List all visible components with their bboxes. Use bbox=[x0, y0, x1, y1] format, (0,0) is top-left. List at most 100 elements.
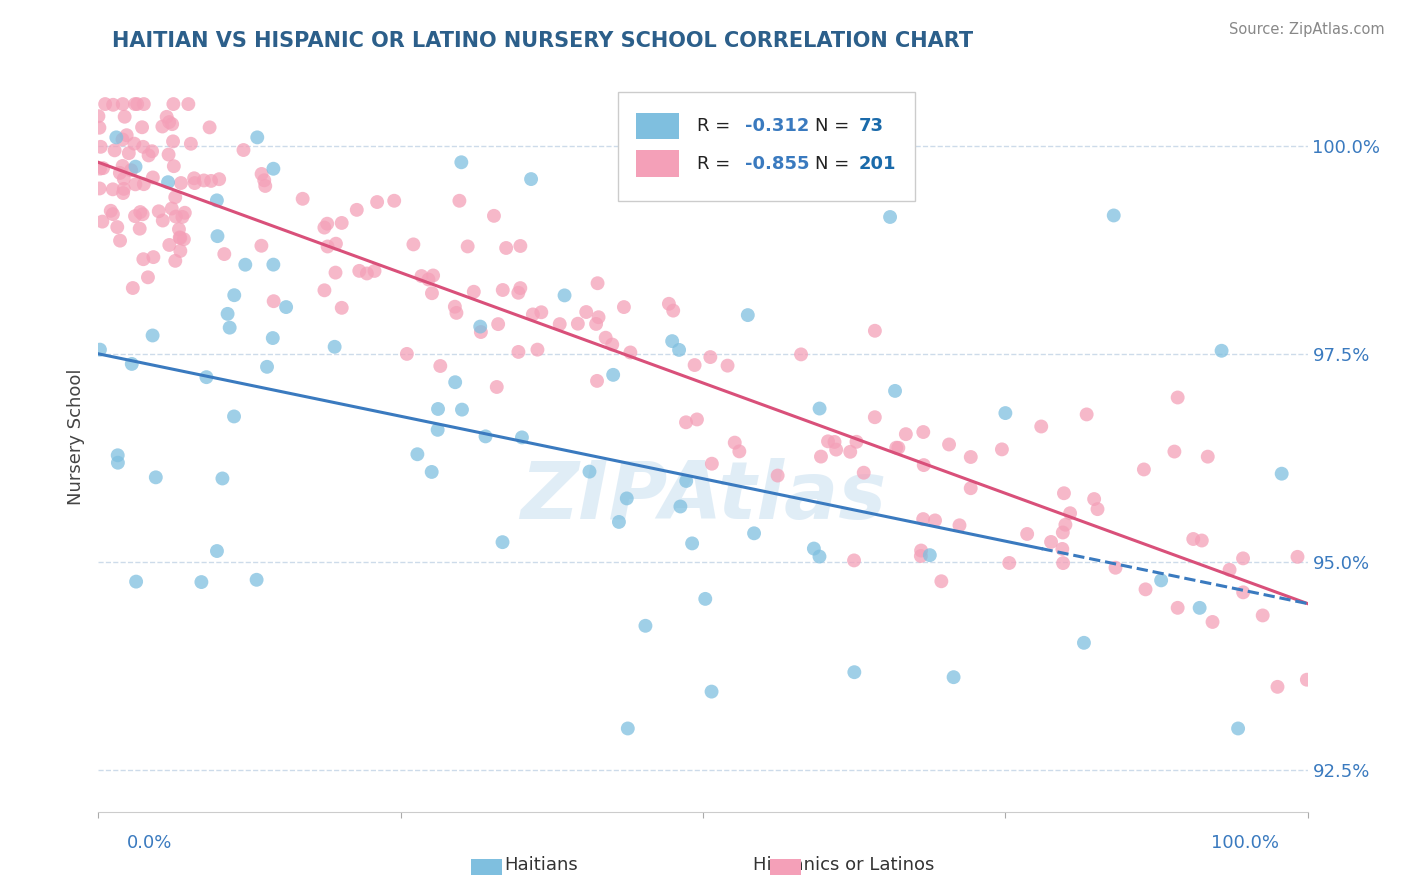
Point bbox=[737, 308, 759, 322]
Point bbox=[157, 115, 180, 129]
Point bbox=[87, 109, 110, 123]
Point bbox=[1219, 563, 1241, 577]
Point bbox=[1133, 462, 1156, 476]
Point bbox=[716, 359, 738, 373]
Point bbox=[100, 203, 122, 218]
Point bbox=[214, 247, 236, 261]
Point bbox=[863, 324, 886, 338]
Point bbox=[165, 253, 187, 268]
Point bbox=[131, 120, 153, 135]
Text: Hispanics or Latinos: Hispanics or Latinos bbox=[752, 856, 935, 874]
Point bbox=[1211, 343, 1233, 358]
Point bbox=[808, 549, 831, 564]
Point bbox=[125, 574, 148, 589]
Point bbox=[825, 442, 848, 457]
Point bbox=[1052, 556, 1074, 570]
Point bbox=[107, 456, 129, 470]
Point bbox=[602, 368, 624, 382]
Point bbox=[839, 445, 862, 459]
Point bbox=[224, 288, 246, 302]
Point bbox=[931, 574, 953, 589]
Point bbox=[411, 268, 433, 283]
Point bbox=[508, 285, 530, 300]
Point bbox=[262, 161, 284, 176]
Point bbox=[316, 217, 339, 231]
Point bbox=[808, 401, 831, 416]
Point bbox=[169, 230, 191, 244]
Point bbox=[330, 216, 353, 230]
Point bbox=[959, 481, 981, 495]
Point bbox=[157, 175, 180, 189]
Point bbox=[1052, 525, 1074, 540]
Point bbox=[160, 117, 183, 131]
Point bbox=[262, 258, 284, 272]
Point bbox=[446, 306, 468, 320]
Point bbox=[124, 160, 146, 174]
Point bbox=[509, 239, 531, 253]
Point bbox=[616, 491, 638, 506]
Text: 100.0%: 100.0% bbox=[1212, 834, 1279, 852]
Point bbox=[449, 194, 471, 208]
Point bbox=[894, 427, 917, 442]
Point bbox=[700, 457, 723, 471]
Point bbox=[912, 458, 935, 472]
Point bbox=[218, 320, 240, 334]
Text: 201: 201 bbox=[859, 154, 897, 172]
Point bbox=[89, 343, 111, 357]
Point bbox=[165, 210, 187, 224]
Point bbox=[1040, 535, 1063, 549]
Point bbox=[700, 684, 723, 698]
Point bbox=[482, 209, 505, 223]
Bar bbox=[637, 151, 679, 177]
Point bbox=[1271, 467, 1294, 481]
Point bbox=[173, 232, 195, 246]
Point bbox=[406, 447, 429, 461]
Point bbox=[94, 97, 117, 112]
Point bbox=[998, 556, 1021, 570]
Point bbox=[127, 97, 149, 112]
Point bbox=[1104, 560, 1126, 574]
Point bbox=[658, 297, 681, 311]
Point bbox=[742, 526, 765, 541]
Point bbox=[588, 310, 610, 325]
Text: N =: N = bbox=[815, 154, 849, 172]
Point bbox=[510, 430, 533, 444]
Point bbox=[418, 272, 440, 286]
Point bbox=[217, 307, 239, 321]
Point bbox=[316, 239, 339, 253]
Point bbox=[1201, 615, 1223, 629]
Point bbox=[675, 474, 697, 488]
Point bbox=[495, 241, 517, 255]
Point bbox=[681, 536, 703, 550]
Point bbox=[530, 305, 553, 319]
Point bbox=[172, 210, 194, 224]
Point bbox=[824, 434, 846, 449]
Point bbox=[1227, 722, 1250, 736]
Text: ZIPAtlas: ZIPAtlas bbox=[520, 458, 886, 536]
Point bbox=[121, 281, 143, 295]
Point bbox=[91, 214, 114, 228]
Text: -0.312: -0.312 bbox=[745, 117, 810, 135]
Point bbox=[363, 264, 385, 278]
Point bbox=[668, 343, 690, 357]
Point bbox=[107, 448, 129, 462]
Point bbox=[887, 441, 910, 455]
Point bbox=[728, 444, 751, 458]
Point bbox=[634, 619, 657, 633]
Point bbox=[323, 340, 346, 354]
Point bbox=[195, 370, 218, 384]
Point bbox=[686, 412, 709, 426]
Point bbox=[111, 97, 134, 112]
Point bbox=[567, 317, 589, 331]
Point bbox=[508, 345, 530, 359]
Point bbox=[402, 237, 425, 252]
Point bbox=[994, 406, 1017, 420]
Point bbox=[198, 120, 221, 135]
Point bbox=[426, 423, 449, 437]
Point bbox=[250, 167, 273, 181]
Point bbox=[205, 194, 228, 208]
Point bbox=[1087, 502, 1109, 516]
FancyBboxPatch shape bbox=[619, 93, 915, 201]
Point bbox=[1232, 585, 1254, 599]
Point bbox=[938, 437, 960, 451]
